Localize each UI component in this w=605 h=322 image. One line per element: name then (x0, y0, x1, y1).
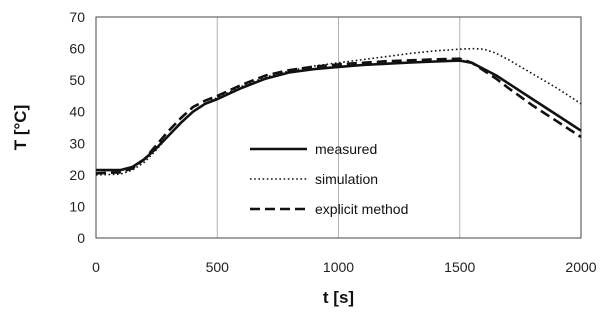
y-tick-labels: 0 10 20 30 40 50 60 70 (69, 9, 85, 246)
y-tick-label: 50 (69, 72, 85, 88)
plot-frame (95, 16, 582, 239)
x-tick-label: 0 (92, 259, 100, 275)
y-tick-label: 60 (69, 41, 85, 57)
y-tick-label: 70 (69, 9, 85, 25)
legend-label-explicit-method: explicit method (315, 201, 408, 217)
x-tick-label: 2000 (565, 259, 596, 275)
vertical-gridlines (216, 17, 461, 238)
x-tick-label: 500 (206, 259, 230, 275)
x-tick-label: 1500 (444, 259, 475, 275)
legend: measured simulation explicit method (250, 141, 408, 217)
y-axis-title: T [°C] (11, 105, 30, 151)
y-tick-label: 10 (69, 198, 85, 214)
legend-label-simulation: simulation (315, 171, 378, 187)
y-tick-label: 40 (69, 104, 85, 120)
legend-label-measured: measured (315, 141, 377, 157)
series-line-simulation (95, 47, 582, 176)
x-tick-label: 1000 (323, 259, 354, 275)
y-tick-label: 20 (69, 167, 85, 183)
y-tick-label: 0 (77, 230, 85, 246)
x-tick-labels: 0 500 1000 1500 2000 (92, 259, 597, 275)
series-line-explicit-method (95, 57, 582, 175)
x-axis-title: t [s] (323, 288, 354, 307)
y-tick-label: 30 (69, 135, 85, 151)
series-lines (95, 47, 582, 176)
